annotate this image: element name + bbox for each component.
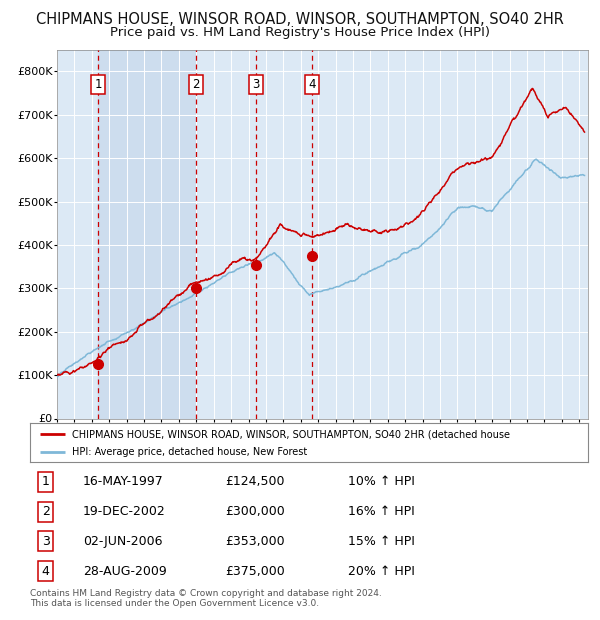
Text: 4: 4 xyxy=(41,565,50,577)
Text: 3: 3 xyxy=(41,535,50,547)
Text: 1: 1 xyxy=(95,78,102,91)
Text: 4: 4 xyxy=(308,78,316,91)
Text: £353,000: £353,000 xyxy=(226,535,285,547)
Text: 2: 2 xyxy=(41,505,50,518)
Text: 02-JUN-2006: 02-JUN-2006 xyxy=(83,535,163,547)
Text: 2: 2 xyxy=(192,78,200,91)
Text: CHIPMANS HOUSE, WINSOR ROAD, WINSOR, SOUTHAMPTON, SO40 2HR: CHIPMANS HOUSE, WINSOR ROAD, WINSOR, SOU… xyxy=(36,12,564,27)
Text: 28-AUG-2009: 28-AUG-2009 xyxy=(83,565,167,577)
Text: 1: 1 xyxy=(41,476,50,488)
Bar xyxy=(98,50,196,419)
Text: Contains HM Land Registry data © Crown copyright and database right 2024.
This d: Contains HM Land Registry data © Crown c… xyxy=(30,589,382,608)
Text: HPI: Average price, detached house, New Forest: HPI: Average price, detached house, New … xyxy=(72,447,307,458)
Text: £375,000: £375,000 xyxy=(226,565,285,577)
Text: 19-DEC-2002: 19-DEC-2002 xyxy=(83,505,166,518)
Text: 3: 3 xyxy=(252,78,260,91)
Text: 10% ↑ HPI: 10% ↑ HPI xyxy=(348,476,415,488)
Text: 15% ↑ HPI: 15% ↑ HPI xyxy=(348,535,415,547)
Text: £300,000: £300,000 xyxy=(226,505,285,518)
Text: 16-MAY-1997: 16-MAY-1997 xyxy=(83,476,164,488)
Text: 16% ↑ HPI: 16% ↑ HPI xyxy=(348,505,415,518)
Text: £124,500: £124,500 xyxy=(226,476,285,488)
Text: 20% ↑ HPI: 20% ↑ HPI xyxy=(348,565,415,577)
Text: Price paid vs. HM Land Registry's House Price Index (HPI): Price paid vs. HM Land Registry's House … xyxy=(110,26,490,39)
Text: CHIPMANS HOUSE, WINSOR ROAD, WINSOR, SOUTHAMPTON, SO40 2HR (detached house: CHIPMANS HOUSE, WINSOR ROAD, WINSOR, SOU… xyxy=(72,429,510,439)
